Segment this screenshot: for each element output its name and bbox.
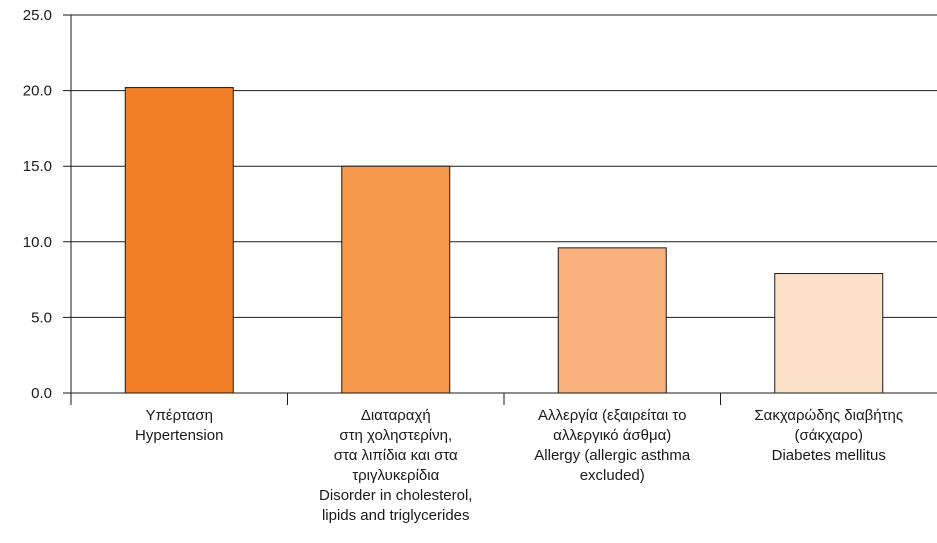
y-tick-label: 15.0: [23, 158, 52, 175]
category-label-line: excluded): [580, 467, 645, 484]
category-label: Αλλεργία (εξαιρείται το αλλεργικό άσθμα) A…: [534, 407, 691, 484]
category-label-line: (σάκχαρο): [795, 427, 863, 444]
category-label: Διαταραχή στη χοληστερίνη, στα λιπίδια και…: [319, 407, 472, 524]
y-tick-label: 10.0: [23, 234, 52, 251]
y-tick-labels: 0.0 5.0 10.0 15.0 20.0 25.0: [23, 7, 52, 402]
category-label-line: αλλεργικό άσθμα): [553, 427, 671, 444]
category-label-line: Diabetes mellitus: [772, 447, 886, 464]
category-label: Υπέρταση Hypertension: [135, 407, 223, 444]
category-label: Σακχαρώδης διαβήτης (σάκχαρο) Diabetes mel…: [754, 407, 903, 464]
category-label-line: Σακχαρώδης διαβήτης: [754, 407, 903, 424]
category-label-line: Disorder in cholesterol,: [319, 487, 472, 504]
category-label-line: lipids and triglycerides: [322, 507, 470, 524]
y-tick-label: 20.0: [23, 83, 52, 100]
category-labels: Υπέρταση Hypertension Διαταραχή στη χοληστε…: [135, 407, 903, 524]
category-label-line: Διαταραχή: [361, 407, 431, 424]
category-label-line: Hypertension: [135, 427, 223, 444]
category-label-line: Allergy (allergic asthma: [534, 447, 691, 464]
bar: [774, 273, 884, 394]
bar: [557, 247, 667, 394]
bar: [341, 165, 451, 394]
category-label-line: στα λιπίδια και στα: [334, 447, 458, 464]
y-tick-label: 25.0: [23, 7, 52, 24]
bar: [124, 87, 234, 394]
category-label-line: Υπέρταση: [146, 407, 213, 424]
category-label-line: τριγλυκερίδια: [352, 467, 439, 484]
y-tick-label: 5.0: [31, 309, 52, 326]
axes: [63, 15, 937, 405]
category-label-line: στη χοληστερίνη,: [339, 427, 452, 444]
category-label-line: Αλλεργία (εξαιρείται το: [538, 407, 686, 424]
bars: [124, 87, 884, 394]
y-tick-label: 0.0: [31, 385, 52, 402]
